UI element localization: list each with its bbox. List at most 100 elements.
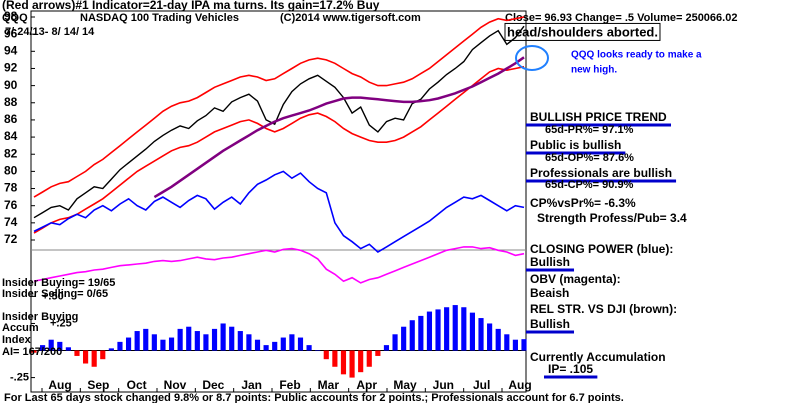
accum-bar — [48, 339, 54, 351]
y-tick-label: 72 — [4, 232, 18, 246]
accum-bar — [186, 326, 192, 351]
annotation: BULLISH PRICE TREND — [530, 110, 667, 124]
annotation: head/shoulders aborted. — [507, 24, 658, 39]
accum-tick-label: +.25 — [50, 317, 72, 329]
annotation: Professionals are bullish — [530, 166, 672, 180]
accum-bar — [194, 331, 200, 351]
header-text: NASDAQ 100 Trading Vehicles — [80, 12, 239, 24]
annotation: 65d-CP%= 90.9% — [545, 179, 634, 191]
accum-bar — [211, 328, 218, 351]
accum-bar — [31, 350, 37, 353]
annotation: new high. — [571, 65, 617, 76]
x-tick-label: Jul — [473, 378, 490, 392]
accum-bar — [100, 350, 106, 360]
series-line — [33, 65, 525, 234]
accum-bar — [151, 334, 157, 351]
header-text: (C)2014 www.tigersoft.com — [280, 12, 421, 24]
accum-bar — [134, 331, 140, 351]
y-tick-label: 84 — [4, 129, 18, 143]
annotation: AI= 167/200 — [2, 346, 62, 358]
accum-bar — [418, 315, 424, 351]
accum-bar — [168, 337, 175, 351]
accum-bar — [108, 348, 114, 351]
accum-bar — [65, 347, 71, 351]
accum-bar — [452, 305, 458, 351]
accum-bar — [487, 323, 493, 351]
accum-bar — [349, 350, 355, 378]
accum-bar — [254, 339, 261, 351]
accum-bar — [435, 309, 441, 351]
accum-bar — [143, 328, 149, 351]
accum-bar — [246, 334, 252, 351]
accum-bar — [237, 331, 243, 351]
x-tick-label: Aug — [48, 378, 71, 392]
x-tick-label: Jun — [433, 378, 454, 392]
y-tick-label: 96 — [4, 26, 18, 40]
annotation: Insider Buying= 19/65 — [2, 277, 115, 289]
y-tick-label: 94 — [4, 43, 18, 57]
accum-bar — [83, 350, 89, 364]
accum-bar — [57, 341, 63, 351]
accum-bar — [125, 337, 132, 351]
accum-tick-label: -.25 — [10, 371, 29, 383]
x-tick-label: Sep — [87, 378, 109, 392]
annotation: Index — [2, 334, 32, 346]
accum-bar — [91, 350, 97, 367]
y-tick-label: 78 — [4, 181, 18, 195]
annotation: OBV (magenta): — [530, 272, 621, 286]
x-tick-label: Feb — [279, 378, 300, 392]
accum-bar — [323, 350, 329, 360]
accum-bar — [74, 350, 80, 356]
accum-bar — [495, 328, 501, 351]
accum-bar — [366, 350, 372, 367]
x-tick-label: Aug — [508, 378, 531, 392]
accum-bar — [504, 334, 510, 351]
accum-bar — [375, 350, 381, 356]
accum-bar — [40, 345, 46, 351]
accum-bar — [444, 307, 450, 351]
annotation: Strength Profess/Pub= 3.4 — [537, 211, 687, 225]
accum-bar — [272, 341, 278, 351]
annotation: CLOSING POWER (blue): — [530, 242, 673, 256]
highlight-circle — [515, 45, 549, 71]
accum-bar — [315, 350, 321, 352]
accum-bar — [469, 312, 475, 351]
series-line — [33, 170, 525, 253]
accum-bar — [461, 307, 467, 351]
accum-bar — [117, 341, 123, 351]
x-tick-label: Oct — [127, 378, 147, 392]
header-text: QQQ — [2, 12, 28, 24]
x-tick-label: Nov — [164, 378, 187, 392]
accum-bar — [306, 345, 312, 351]
annotation: Insider Buying — [2, 311, 78, 323]
annotation: Insider Selling= 0/65 — [2, 288, 108, 300]
accum-bar — [280, 337, 286, 351]
accum-bar — [332, 350, 338, 367]
accum-bar — [160, 339, 166, 351]
y-tick-label: 80 — [4, 164, 18, 178]
y-tick-label: 82 — [4, 146, 18, 160]
header-text: 7/ 24/13- 8/ 14/ 14 — [5, 26, 95, 38]
x-tick-label: Mar — [318, 378, 340, 392]
annotation: Currently Accumulation — [530, 350, 666, 364]
accum-bar — [203, 334, 209, 351]
annotation: 65d-PR%= 97.1% — [545, 124, 634, 136]
series-line — [33, 25, 525, 219]
annotation: Public is bullish — [530, 138, 621, 152]
accum-bar — [289, 334, 295, 351]
plot-frame — [30, 10, 527, 393]
accum-bar — [229, 326, 235, 351]
accum-bar — [401, 326, 407, 351]
accum-bar — [478, 318, 484, 351]
annotation: CP%vsPr%= -6.3% — [530, 196, 636, 210]
annotation: REL STR. VS DJI (brown): — [530, 302, 677, 316]
header-text: Close= 96.93 Change= .5 Volume= 250066.0… — [505, 12, 737, 24]
accum-bar — [409, 320, 415, 351]
annotation: IP= .105 — [548, 362, 593, 376]
series-line — [33, 16, 525, 198]
accum-bar — [297, 337, 304, 351]
header-text: (Red arrows)#1 Indicator=21-day IPA ma t… — [2, 0, 380, 12]
y-tick-label: 90 — [4, 78, 18, 92]
y-tick-label: 76 — [4, 198, 18, 212]
